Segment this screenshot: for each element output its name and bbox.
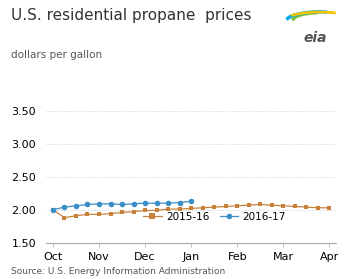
Text: Source: U.S. Energy Information Administration: Source: U.S. Energy Information Administ… <box>11 267 225 276</box>
Legend: 2015-16, 2016-17: 2015-16, 2016-17 <box>139 208 290 226</box>
Text: eia: eia <box>303 32 327 45</box>
Text: dollars per gallon: dollars per gallon <box>11 50 102 60</box>
Text: U.S. residential propane  prices: U.S. residential propane prices <box>11 8 251 23</box>
